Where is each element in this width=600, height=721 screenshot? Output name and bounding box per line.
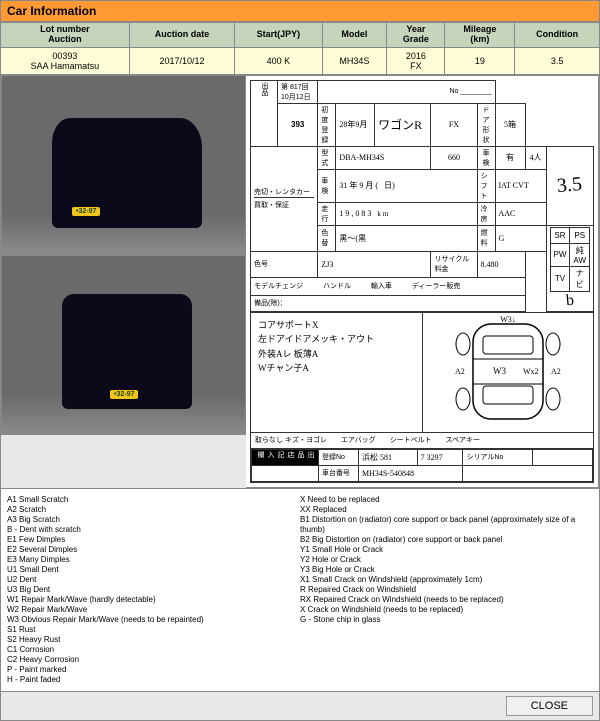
svg-text:W3: W3 <box>493 366 506 376</box>
legend-item: Y2 Hole or Crack <box>300 555 593 565</box>
score-cell: 3.5 <box>546 146 593 225</box>
chassis-prefix: MH34S- <box>362 469 390 478</box>
legend-item: P - Paint marked <box>7 665 300 675</box>
serial-label: シリアルNo <box>463 449 533 465</box>
color-code: ZJ3 <box>318 251 431 277</box>
cell-start: 400 K <box>235 47 322 74</box>
col-date: Auction date <box>129 23 235 48</box>
grade: FX <box>449 120 459 129</box>
svg-text:W3↓: W3↓ <box>500 315 516 324</box>
legend-item: A3 Big Scratch <box>7 515 300 525</box>
car-info-table: Lot number Auction Auction date Start(JP… <box>0 22 600 75</box>
damage-diagram: W3↓ W3 A2 A2 Wx2 <box>422 312 594 432</box>
cell-mileage: 19 <box>445 47 515 74</box>
legend-right: X Need to be replacedXX ReplacedB1 Disto… <box>300 495 593 685</box>
plate-region: 浜松 <box>362 453 378 462</box>
shaken-check: 有 <box>495 146 525 169</box>
close-button[interactable]: CLOSE <box>506 696 593 716</box>
reg-year: 28 <box>339 120 347 129</box>
shaken-m: 9 <box>359 181 363 190</box>
col-condition: Condition <box>515 23 600 48</box>
cell-date: 2017/10/12 <box>129 47 235 74</box>
plate-class: 581 <box>380 453 392 462</box>
svg-text:A2: A2 <box>551 367 561 376</box>
legend-item: S2 Heavy Rust <box>7 635 300 645</box>
cell-year: 2016 FX <box>387 47 445 74</box>
type-code: DBA-MH34S <box>336 146 431 169</box>
col-start: Start(JPY) <box>235 23 322 48</box>
capacity: 4 <box>530 153 534 162</box>
legend-item: X Need to be replaced <box>300 495 593 505</box>
legend-item: X1 Small Crack on Windshield (approximat… <box>300 575 593 585</box>
cell-condition: 3.5 <box>515 47 600 74</box>
recycle: 8.480 <box>477 251 525 277</box>
legend-item: C1 Corrosion <box>7 645 300 655</box>
color: 黒～(黒 <box>336 225 477 251</box>
cell-lot: 00393 SAA Hamamatsu <box>1 47 130 74</box>
content-area: •32-97 •32-97 出品 第 817回10月12日 No _______… <box>0 75 600 489</box>
note-4: Wチャン子A <box>258 361 415 375</box>
plate-num: 7 3297 <box>417 449 463 465</box>
lot-number-big: 393 <box>278 103 318 146</box>
section-header: Car Information <box>0 0 600 22</box>
car-name: ワゴンR <box>375 103 431 146</box>
legend-item: C2 Heavy Corrosion <box>7 655 300 665</box>
legend-item: X Crack on Windshield (needs to be repla… <box>300 605 593 615</box>
fuel: G <box>495 225 546 251</box>
svg-text:A2: A2 <box>455 367 465 376</box>
car-photo-front[interactable]: •32-97 <box>1 75 246 255</box>
legend-item: Y3 Big Hole or Crack <box>300 565 593 575</box>
legend-left: A1 Small ScratchA2 ScratchA3 Big Scratch… <box>7 495 300 685</box>
table-row: 00393 SAA Hamamatsu 2017/10/12 400 K MH3… <box>1 47 600 74</box>
legend-item: S1 Rust <box>7 625 300 635</box>
legend-item: U3 Big Dent <box>7 585 300 595</box>
legend-item: U2 Dent <box>7 575 300 585</box>
sheet-round: 第 817回 <box>281 84 309 91</box>
col-lot: Lot number Auction <box>1 23 130 48</box>
svg-text:Wx2: Wx2 <box>523 367 539 376</box>
legend-item: B - Dent with scratch <box>7 525 300 535</box>
legend-item: W2 Repair Mark/Wave <box>7 605 300 615</box>
col-mileage: Mileage (km) <box>445 23 515 48</box>
car-photo-rear[interactable]: •32-97 <box>1 255 246 435</box>
legend-item: W3 Obvious Repair Mark/Wave (needs to be… <box>7 615 300 625</box>
shaken-y: 31 <box>339 181 347 190</box>
auction-sheet[interactable]: 出品 第 817回10月12日 No ________ 393 初度登録 28年… <box>246 75 599 488</box>
interior-score: b <box>565 291 575 310</box>
odometer: 19,083 <box>339 209 373 218</box>
legend-item: H - Paint faded <box>7 675 300 685</box>
col-model: Model <box>322 23 387 48</box>
note-2: 左ドアイドアメッキ・アウト <box>258 332 415 346</box>
legend-item: RX Repaired Crack on Windshield (needs t… <box>300 595 593 605</box>
cc: 660 <box>431 146 477 169</box>
legend-item: Y1 Small Hole or Crack <box>300 545 593 555</box>
legend-item: E2 Several Dimples <box>7 545 300 555</box>
legend-item: E3 Many Dimples <box>7 555 300 565</box>
legend-item: G - Stone chip in glass <box>300 615 593 625</box>
button-row: CLOSE <box>0 692 600 721</box>
note-1: コアサポートX <box>258 318 415 332</box>
legend-item: E1 Few Dimples <box>7 535 300 545</box>
note-3: 外装Aレ 板薄A <box>258 347 415 361</box>
col-year: Year Grade <box>387 23 445 48</box>
legend-item: A2 Scratch <box>7 505 300 515</box>
legend-item: W1 Repair Mark/Wave (hardly detectable) <box>7 595 300 605</box>
legend-item: U1 Small Dent <box>7 565 300 575</box>
legend-box: A1 Small ScratchA2 ScratchA3 Big Scratch… <box>0 489 600 692</box>
shift: IAT CVT <box>495 169 546 202</box>
legend-item: XX Replaced <box>300 505 593 515</box>
chassis-num: 540848 <box>390 469 414 478</box>
cell-model: MH34S <box>322 47 387 74</box>
legend-item: A1 Small Scratch <box>7 495 300 505</box>
legend-item: B1 Distortion on (radiator) core support… <box>300 515 593 535</box>
ac: AAC <box>495 202 546 225</box>
sheet-date: 10月12日 <box>281 94 311 101</box>
reg-month: 9 <box>355 120 359 129</box>
legend-item: R Repaired Crack on Windshield <box>300 585 593 595</box>
legend-item: B2 Big Distortion on (radiator) core sup… <box>300 535 593 545</box>
photo-column: •32-97 •32-97 <box>1 75 246 488</box>
